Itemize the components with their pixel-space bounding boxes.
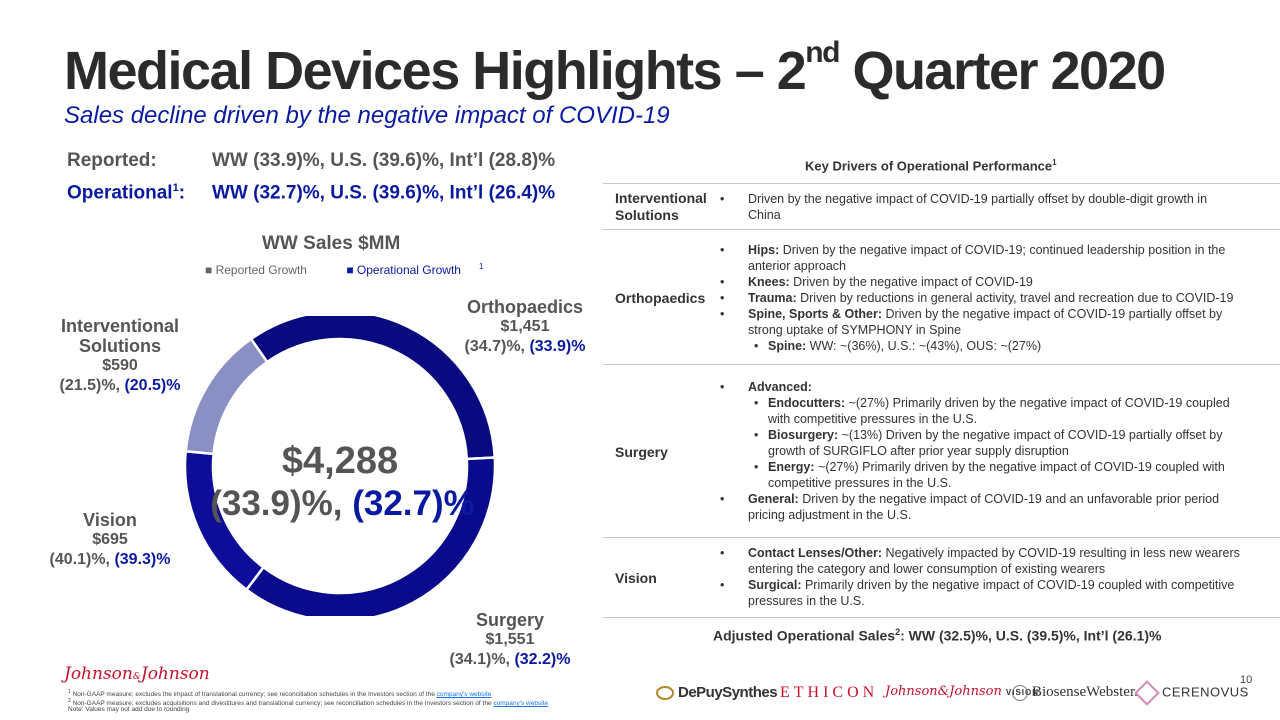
ethicon-logo: ETHICON bbox=[780, 684, 879, 701]
category-interventional: Interventional Solutions bbox=[615, 190, 707, 223]
footnote-1: 1 Non-GAAP measure; excludes the impact … bbox=[68, 689, 492, 699]
reported-row: Reported: WW (33.9)%, U.S. (39.6)%, Int’l… bbox=[67, 150, 555, 172]
key-drivers-header: Key Drivers of Operational Performance1 bbox=[805, 158, 1057, 174]
operational-row: Operational1: WW (32.7)%, U.S. (39.6)%, I… bbox=[67, 182, 555, 204]
biosense-webster-logo: BiosenseWebster. bbox=[1012, 684, 1138, 701]
operational-label: Operational1: bbox=[67, 182, 186, 204]
category-vision: Vision bbox=[615, 570, 657, 586]
category-orthopaedics: Orthopaedics bbox=[615, 290, 706, 306]
johnson-and-johnson-logo: Johnson&Johnson bbox=[64, 664, 210, 684]
segment-label-vision: Vision $695 (40.1)%, (39.3)% bbox=[49, 510, 171, 568]
footnote-note: Note: Values may not add due to rounding bbox=[68, 706, 190, 713]
divider bbox=[603, 617, 1280, 618]
divider bbox=[603, 364, 1280, 365]
cerenovus-mark-icon bbox=[1134, 680, 1160, 706]
legend-operational: ■ Operational Growth 1 bbox=[346, 262, 484, 277]
divider bbox=[603, 183, 1280, 184]
page-title: Medical Devices Highlights – 2nd Quarter… bbox=[64, 36, 1166, 101]
segment-label-interventional: Interventional Solutions $590 (21.5)%, (… bbox=[59, 316, 181, 394]
depuy-synthes-logo: DePuySynthes bbox=[656, 684, 778, 701]
footnote-2: 2 Non-GAAP measure; excludes acquisition… bbox=[68, 698, 549, 708]
segment-label-surgery: Surgery $1,551 (34.1)%, (32.2)% bbox=[449, 610, 571, 668]
biosense-mark-icon bbox=[1012, 684, 1028, 701]
divider bbox=[603, 229, 1280, 230]
company-website-link[interactable]: company's website bbox=[436, 691, 492, 699]
chart-title: WW Sales $MM bbox=[262, 233, 401, 254]
donut-center-growth: (33.9)%, (32.7)% bbox=[210, 484, 475, 523]
divider bbox=[603, 537, 1280, 538]
sales-donut-chart bbox=[183, 316, 497, 616]
chart-legend: ■ Reported Growth ■ Operational Growth 1 bbox=[205, 262, 501, 277]
segment-label-orthopaedics: Orthopaedics $1,451 (34.7)%, (33.9)% bbox=[464, 297, 586, 355]
cerenovus-logo: CERENOVUS bbox=[1134, 680, 1249, 706]
reported-values: WW (33.9)%, U.S. (39.6)%, Int’l (28.8)% bbox=[212, 150, 556, 171]
reported-label: Reported: bbox=[67, 150, 157, 171]
operational-values: WW (32.7)%, U.S. (39.6)%, Int’l (26.4)% bbox=[212, 182, 556, 204]
page-subtitle: Sales decline driven by the negative imp… bbox=[64, 102, 670, 129]
page-number: 10 bbox=[1240, 674, 1253, 686]
company-website-link[interactable]: company's website bbox=[493, 700, 549, 708]
donut-slice-interventional-solutions bbox=[184, 337, 269, 456]
donut-center-total: $4,288 bbox=[281, 440, 399, 482]
category-surgery: Surgery bbox=[615, 444, 668, 460]
legend-reported: ■ Reported Growth bbox=[205, 263, 307, 277]
depuy-mark-icon bbox=[656, 686, 674, 701]
adjusted-operational-sales: Adjusted Operational Sales2: WW (32.5)%,… bbox=[713, 627, 1162, 644]
